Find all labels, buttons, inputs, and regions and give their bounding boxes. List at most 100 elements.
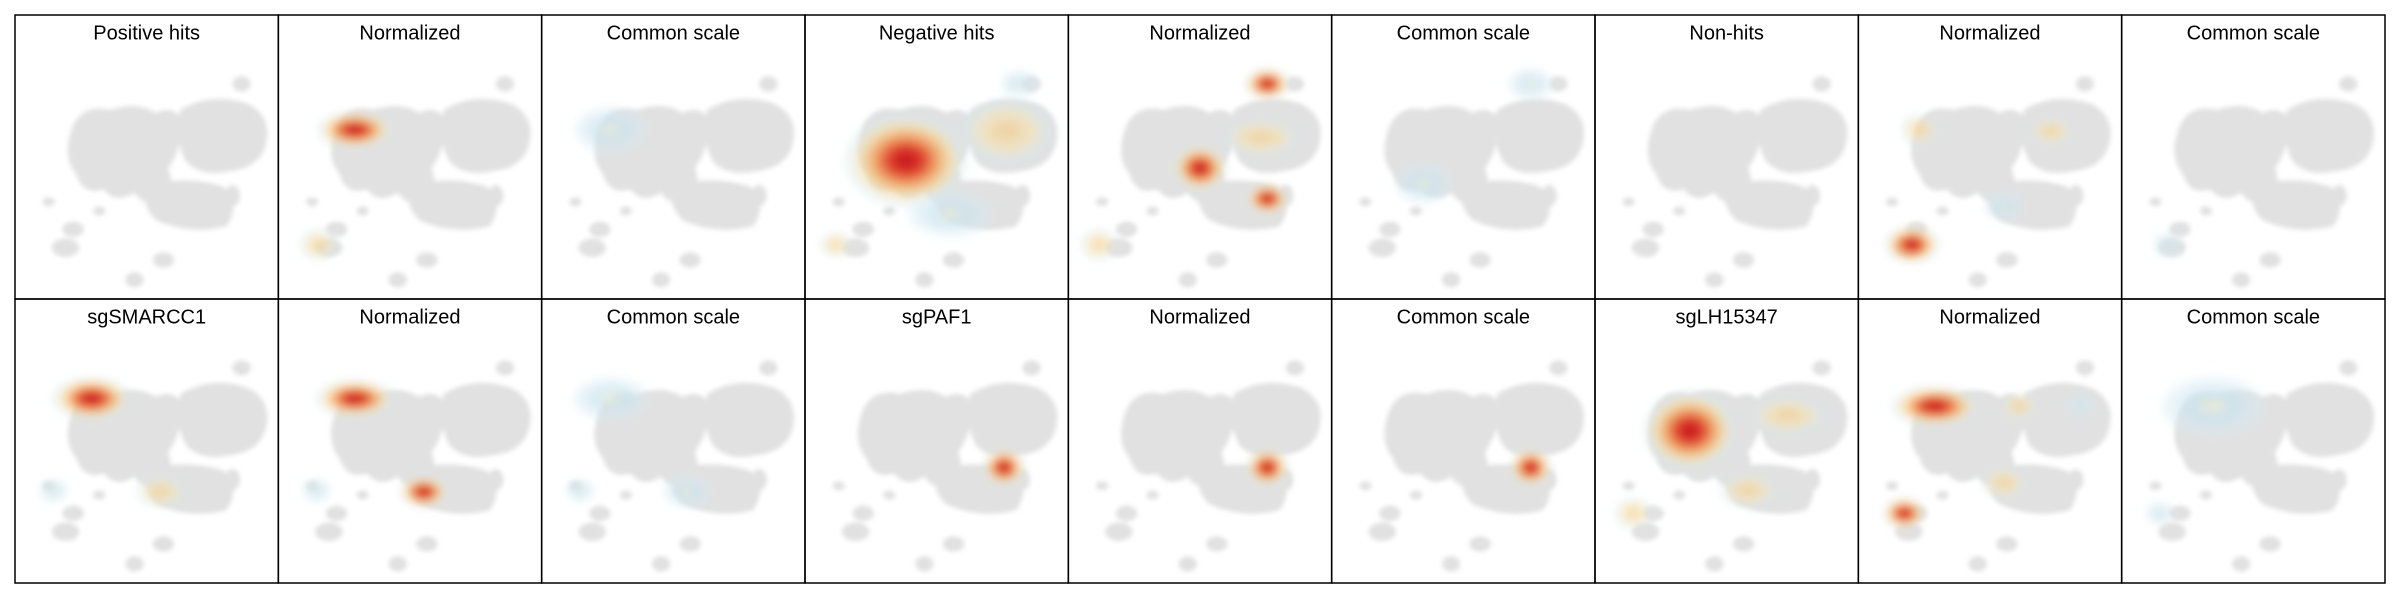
density-blob: [1881, 496, 1928, 531]
density-blob: [1244, 447, 1291, 488]
density-blob: [313, 378, 397, 419]
density-map: [1079, 67, 1321, 287]
panel: Normalized: [1067, 14, 1333, 300]
density-blob: [2156, 374, 2271, 439]
panel: sgSMARCC1: [14, 298, 280, 584]
density-blob: [301, 478, 332, 503]
density-blob: [2026, 117, 2076, 146]
density-blob: [1242, 67, 1292, 101]
cell-embedding: [1623, 76, 1848, 287]
density-blob: [1613, 496, 1654, 531]
panel-title: Positive hits: [93, 22, 200, 44]
panel: Normalized: [1857, 14, 2123, 300]
density-blob: [661, 475, 714, 509]
density-blob: [1979, 465, 2029, 500]
panel-title: Normalized: [359, 306, 460, 328]
density-blob: [818, 230, 853, 259]
density-map: [833, 360, 1058, 571]
density-blob: [1507, 447, 1554, 488]
density-blob: [1899, 112, 1940, 147]
density-map: [1881, 360, 2110, 571]
density-map: [298, 76, 530, 287]
density-blob: [397, 475, 450, 509]
panel-frame: [2120, 298, 2386, 584]
panel-title: Negative hits: [879, 22, 995, 44]
panel-title: Non-hits: [1689, 22, 1763, 44]
panel-title: Normalized: [1939, 306, 2040, 328]
density-blob: [981, 447, 1027, 488]
density-map: [564, 360, 794, 571]
panel-title: Common scale: [1397, 306, 1530, 328]
panel-title: Normalized: [1149, 306, 1250, 328]
density-blob: [134, 475, 187, 509]
panel: sgLH15347: [1594, 298, 1860, 584]
density-blob: [298, 227, 339, 262]
density-blob: [1746, 395, 1830, 436]
panel: Common scale: [1330, 14, 1596, 300]
panel: Common scale: [540, 298, 806, 584]
panel: Normalized: [277, 14, 543, 300]
density-blob: [1640, 389, 1739, 473]
cell-embedding: [1623, 360, 1848, 571]
panel-title: Normalized: [1939, 22, 2040, 44]
density-blob: [564, 478, 596, 503]
density-blob: [999, 70, 1040, 98]
density-map: [37, 360, 267, 571]
density-blob: [1717, 472, 1779, 509]
panel-title: sgPAF1: [902, 306, 972, 328]
density-map: [818, 70, 1058, 287]
density-blob: [1982, 191, 2026, 222]
panel: Positive hits: [14, 14, 280, 300]
panel: Normalized: [1857, 298, 2123, 584]
panel: sgPAF1: [804, 298, 1070, 584]
density-map: [301, 360, 530, 571]
density-blob: [958, 97, 1057, 166]
panel: Common scale: [540, 14, 806, 300]
density-map: [1613, 360, 1847, 571]
panel-title: sgSMARCC1: [87, 306, 206, 328]
panel: Negative hits: [804, 14, 1070, 300]
panel-title: Common scale: [607, 306, 740, 328]
density-blob: [1888, 384, 1981, 428]
density-blob: [1882, 224, 1942, 265]
density-map: [2144, 360, 2374, 571]
panel-title: Normalized: [1149, 22, 1250, 44]
panel-title: Normalized: [359, 22, 460, 44]
density-blob: [1170, 143, 1230, 193]
density-blob: [1392, 161, 1455, 205]
cell-embedding: [43, 76, 268, 287]
density-blob: [570, 105, 651, 155]
panel-title: Common scale: [1397, 22, 1530, 44]
density-blob: [1244, 181, 1291, 216]
panel-title: Common scale: [607, 22, 740, 44]
panel-title: Common scale: [2187, 306, 2320, 328]
density-blob: [841, 111, 971, 210]
panel: Normalized: [277, 298, 543, 584]
density-map: [1359, 360, 1584, 571]
panel: Common scale: [2120, 14, 2386, 300]
density-map: [1623, 76, 1848, 287]
cell-embedding: [2149, 76, 2374, 287]
density-map: [1882, 76, 2111, 287]
density-blob: [1506, 67, 1556, 101]
density-map: [1359, 67, 1584, 287]
density-blob: [1079, 227, 1119, 262]
density-blob: [50, 375, 133, 422]
panel-title: sgLH15347: [1676, 306, 1778, 328]
panel: Common scale: [2120, 298, 2386, 584]
density-map: [43, 76, 268, 287]
density-map: [569, 76, 794, 287]
density-blob: [37, 478, 69, 503]
density-blob: [2065, 393, 2096, 419]
density-blob: [569, 375, 652, 422]
panel-title: Common scale: [2187, 22, 2320, 44]
density-blob: [1999, 392, 2039, 420]
panel: Common scale: [1330, 298, 1596, 584]
density-map: [1096, 360, 1321, 571]
panel: Normalized: [1067, 298, 1333, 584]
density-blob: [2144, 501, 2176, 526]
cell-embedding: [1359, 76, 1584, 287]
density-blob: [1219, 117, 1303, 158]
panel: Non-hits: [1594, 14, 1860, 300]
